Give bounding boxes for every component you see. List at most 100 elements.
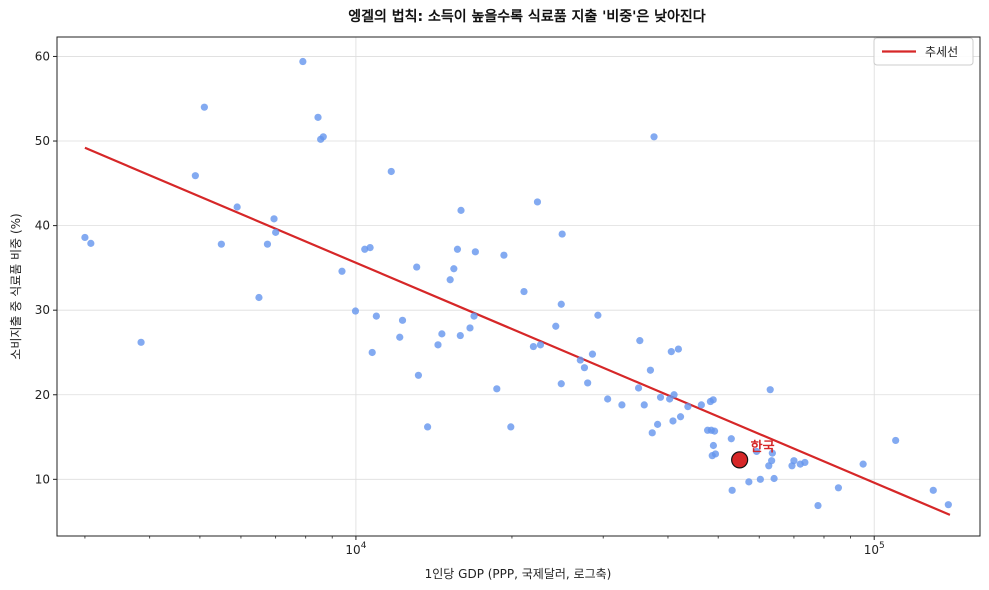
data-point xyxy=(634,384,643,392)
data-point xyxy=(81,233,89,242)
data-point xyxy=(450,265,458,273)
data-point xyxy=(892,436,900,445)
data-point xyxy=(558,230,566,238)
data-point xyxy=(766,386,774,394)
data-point xyxy=(533,198,542,206)
data-point xyxy=(728,486,736,494)
data-point xyxy=(552,322,560,330)
data-point xyxy=(557,380,565,388)
data-point xyxy=(368,348,376,357)
data-point xyxy=(351,307,360,315)
data-point xyxy=(745,478,753,486)
y-tick-label: 60 xyxy=(35,49,50,63)
x-tick-label: 104 xyxy=(345,541,366,557)
data-point xyxy=(87,239,95,247)
data-point xyxy=(233,203,241,211)
data-point xyxy=(650,133,658,141)
legend-box xyxy=(873,37,974,66)
data-point xyxy=(398,316,407,324)
data-point xyxy=(768,457,776,465)
data-point xyxy=(648,429,656,437)
data-point xyxy=(709,396,717,404)
data-point xyxy=(709,441,718,450)
data-point xyxy=(446,276,454,284)
data-point xyxy=(646,366,655,374)
legend-label-trend: 추세선 xyxy=(925,45,958,59)
data-point xyxy=(457,206,465,214)
data-point xyxy=(314,113,322,121)
data-point xyxy=(770,474,778,483)
data-point xyxy=(594,311,602,319)
data-point xyxy=(493,385,501,393)
data-point xyxy=(471,248,479,256)
data-point xyxy=(200,103,208,111)
data-point xyxy=(814,501,822,510)
data-point xyxy=(255,293,263,302)
data-point xyxy=(670,391,678,399)
data-point xyxy=(929,486,937,494)
data-point xyxy=(338,267,346,275)
data-point xyxy=(424,423,432,431)
data-point xyxy=(507,423,515,431)
x-axis-ticks: 104 105 xyxy=(84,536,885,557)
data-point xyxy=(710,427,719,435)
data-point xyxy=(366,243,374,252)
data-point xyxy=(756,475,764,483)
data-point xyxy=(576,356,584,364)
data-point xyxy=(414,371,423,379)
data-point xyxy=(656,393,665,401)
data-point xyxy=(270,215,278,223)
data-point xyxy=(413,263,421,271)
data-point xyxy=(396,333,404,341)
data-point xyxy=(466,324,474,332)
data-point xyxy=(768,449,776,457)
highlight-layer: 한국 xyxy=(731,439,775,469)
highlight-point xyxy=(731,451,749,469)
data-point xyxy=(529,342,537,351)
data-point xyxy=(453,245,462,253)
data-point xyxy=(272,228,280,236)
data-point xyxy=(669,417,677,425)
data-point xyxy=(944,501,952,509)
data-point xyxy=(438,330,446,338)
data-point xyxy=(456,331,464,340)
data-point xyxy=(667,348,675,356)
data-point xyxy=(299,57,307,66)
x-tick-label: 105 xyxy=(864,541,885,557)
data-point xyxy=(790,457,798,465)
data-point xyxy=(618,401,626,409)
data-point xyxy=(711,450,720,458)
data-point xyxy=(752,447,761,456)
y-axis-label: 소비지출 중 식료품 비중 (%) xyxy=(9,213,23,359)
data-point xyxy=(319,133,327,141)
y-tick-label: 10 xyxy=(35,472,50,486)
x-axis-label: 1인당 GDP (PPP, 국제달러, 로그축) xyxy=(425,567,612,581)
data-point xyxy=(588,350,597,358)
data-point xyxy=(727,435,735,443)
data-point xyxy=(801,458,809,467)
trend-line xyxy=(84,146,951,516)
grid xyxy=(57,37,980,536)
data-point xyxy=(697,401,705,409)
data-point xyxy=(372,312,380,320)
data-point xyxy=(640,401,648,409)
data-point xyxy=(653,420,662,428)
data-point xyxy=(137,338,145,346)
y-tick-label: 20 xyxy=(35,388,50,402)
data-point xyxy=(191,172,199,180)
data-point xyxy=(434,341,442,349)
y-tick-label: 30 xyxy=(35,303,50,317)
data-point xyxy=(520,287,528,296)
data-point xyxy=(684,402,692,411)
plot-frame xyxy=(56,36,981,537)
y-tick-label: 40 xyxy=(35,219,50,233)
data-point xyxy=(387,167,395,176)
data-point xyxy=(584,379,592,387)
data-point xyxy=(470,312,478,320)
points-layer xyxy=(81,57,952,510)
chart-title: 엥겔의 법칙: 소득이 높을수록 식료품 지출 '비중'은 낮아진다 xyxy=(348,8,706,25)
data-point xyxy=(604,395,612,403)
data-point xyxy=(557,300,565,308)
trend-line-layer xyxy=(84,146,951,516)
